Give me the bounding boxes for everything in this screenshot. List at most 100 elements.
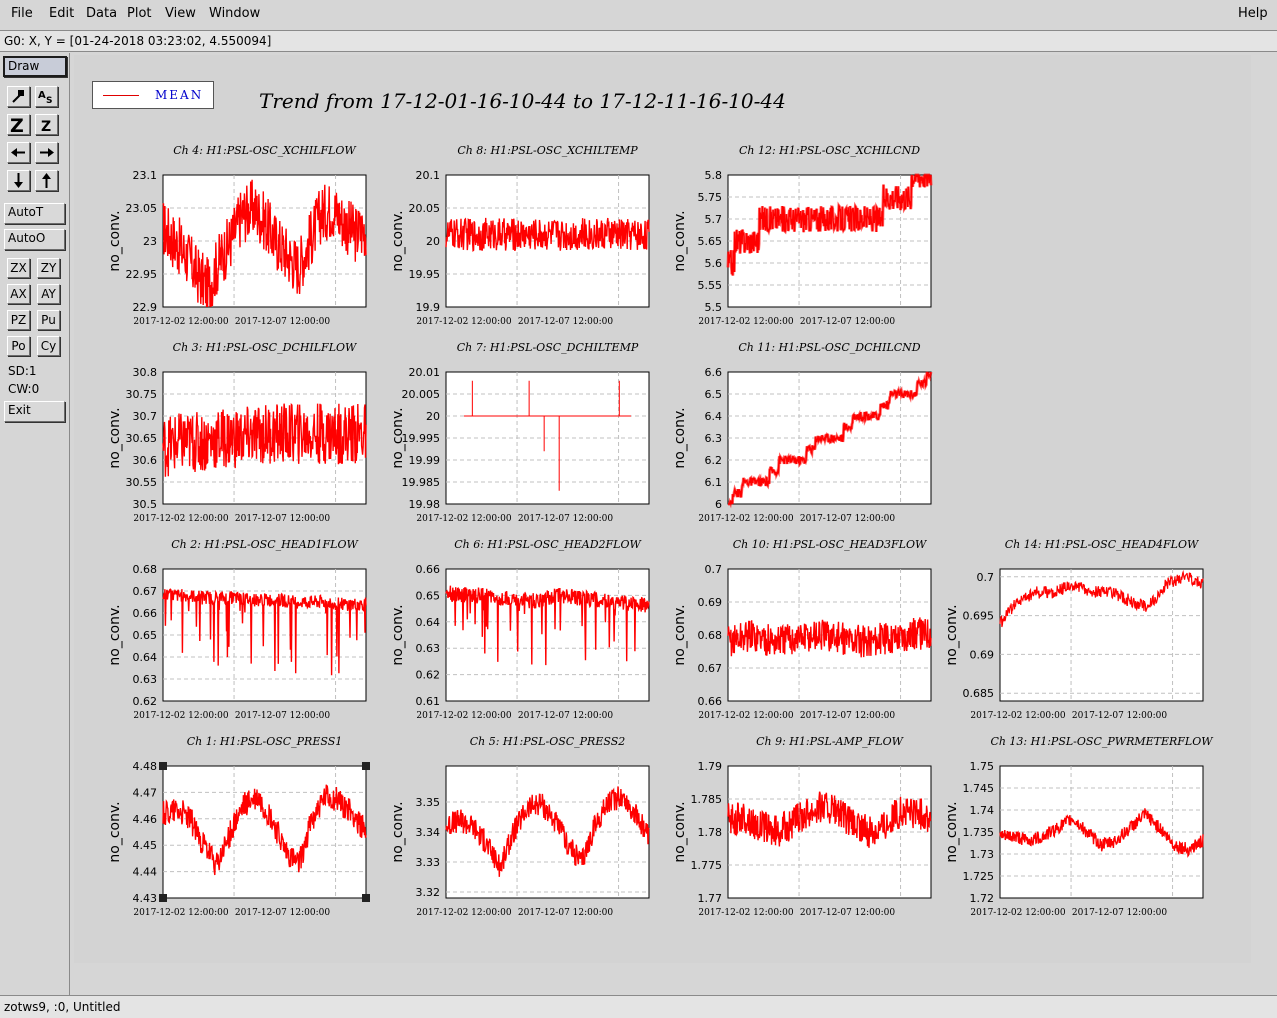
y-tick-label: 1.78 <box>698 826 723 839</box>
y-tick-label: 20.005 <box>402 388 441 401</box>
exit-button[interactable]: Exit <box>4 401 65 422</box>
autoo-button[interactable]: AutoO <box>4 229 65 250</box>
cy-button[interactable]: Cy <box>37 336 60 356</box>
arrow-up-icon[interactable] <box>35 170 58 191</box>
zoom-out-icon[interactable]: Z <box>35 114 58 135</box>
x-tick-label: 2017-12-02 12:00:00 <box>133 514 228 524</box>
legend-line-swatch <box>103 95 139 96</box>
y-axis-label: no_conv. <box>944 801 960 862</box>
y-tick-label: 0.695 <box>963 610 995 623</box>
y-tick-label: 5.75 <box>698 191 723 204</box>
y-tick-label: 1.745 <box>963 782 995 795</box>
x-tick-label: 2017-12-07 12:00:00 <box>518 711 613 721</box>
y-axis-label: no_conv. <box>672 801 688 862</box>
y-axis-label: no_conv. <box>672 210 688 271</box>
x-tick-label: 2017-12-07 12:00:00 <box>235 514 330 524</box>
series-band <box>726 173 933 276</box>
y-tick-label: 19.985 <box>402 476 441 489</box>
y-tick-label: 6.1 <box>705 476 723 489</box>
x-tick-label: 2017-12-02 12:00:00 <box>698 711 793 721</box>
chart-panel: Ch 11: H1:PSL-OSC_DCHILCND 6.6 6.5 6.4 6.3 6.… <box>672 341 933 524</box>
x-tick-label: 2017-12-02 12:00:00 <box>970 908 1065 918</box>
y-tick-label: 0.7 <box>977 571 995 584</box>
menu-data[interactable]: Data <box>86 6 118 21</box>
x-tick-label: 2017-12-07 12:00:00 <box>518 908 613 918</box>
y-axis-label: no_conv. <box>107 604 123 665</box>
y-tick-label: 22.95 <box>126 268 158 281</box>
menu-file[interactable]: File <box>11 6 33 21</box>
menu-plot[interactable]: Plot <box>127 6 152 21</box>
chart-title: Ch 6: H1:PSL-OSC_HEAD2FLOW <box>454 538 642 551</box>
y-tick-label: 1.735 <box>963 826 995 839</box>
arrow-left-icon[interactable] <box>7 142 30 163</box>
y-axis-label: no_conv. <box>390 210 406 271</box>
ay-button[interactable]: AY <box>37 284 60 304</box>
y-tick-label: 0.64 <box>416 616 441 629</box>
y-tick-label: 0.63 <box>133 673 158 686</box>
y-tick-label: 19.9 <box>416 301 441 314</box>
chart-title: Ch 8: H1:PSL-OSC_XCHILTEMP <box>457 144 638 157</box>
y-tick-label: 4.46 <box>133 813 158 826</box>
y-tick-label: 5.55 <box>698 279 723 292</box>
x-tick-label: 2017-12-07 12:00:00 <box>1072 711 1167 721</box>
x-tick-label: 2017-12-07 12:00:00 <box>518 514 613 524</box>
x-tick-label: 2017-12-07 12:00:00 <box>518 317 613 327</box>
x-tick-label: 2017-12-07 12:00:00 <box>800 317 895 327</box>
x-tick-label: 2017-12-07 12:00:00 <box>800 711 895 721</box>
y-tick-label: 0.62 <box>416 669 441 682</box>
x-tick-label: 2017-12-07 12:00:00 <box>800 514 895 524</box>
y-axis-label: no_conv. <box>107 210 123 271</box>
y-tick-label: 1.775 <box>691 859 723 872</box>
menu-view[interactable]: View <box>165 6 196 21</box>
series-band <box>728 371 933 509</box>
chart-panel: Ch 8: H1:PSL-OSC_XCHILTEMP 20.1 20.05 20 19.… <box>390 144 650 327</box>
x-tick-label: 2017-12-02 12:00:00 <box>970 711 1065 721</box>
zoom-in-icon[interactable]: Z <box>7 114 30 137</box>
selection-handle <box>362 762 370 770</box>
pu-button[interactable]: Pu <box>37 310 60 330</box>
y-tick-label: 6.2 <box>705 454 723 467</box>
y-tick-label: 1.77 <box>698 892 723 905</box>
y-tick-label: 0.69 <box>970 648 995 661</box>
menu-help[interactable]: Help <box>1238 6 1268 21</box>
y-tick-label: 30.7 <box>133 410 158 423</box>
y-tick-label: 1.73 <box>970 848 995 861</box>
pz-button[interactable]: PZ <box>7 310 30 330</box>
zx-button[interactable]: ZX <box>7 258 30 278</box>
zy-button[interactable]: ZY <box>37 258 60 278</box>
arrow-down-icon[interactable] <box>7 170 30 191</box>
autot-button[interactable]: AutoT <box>4 203 65 224</box>
y-tick-label: 19.98 <box>409 498 441 511</box>
y-tick-label: 4.47 <box>133 786 158 799</box>
plot-canvas[interactable]: MEAN Trend from 17-12-01-16-10-44 to 17-… <box>74 55 1251 963</box>
selection-handle <box>159 762 167 770</box>
zoom-icon[interactable] <box>7 86 30 107</box>
chart-panel: Ch 2: H1:PSL-OSC_HEAD1FLOW 0.68 0.67 0.66 0.… <box>107 538 367 721</box>
series-line <box>999 569 1204 628</box>
menu-window[interactable]: Window <box>209 6 261 21</box>
legend: MEAN <box>92 81 214 109</box>
y-tick-label: 0.64 <box>133 651 158 664</box>
y-tick-label: 1.75 <box>970 760 995 773</box>
x-tick-label: 2017-12-07 12:00:00 <box>235 317 330 327</box>
chart-panel: Ch 1: H1:PSL-OSC_PRESS1 4.48 4.47 4.46 4.45 4… <box>107 735 370 918</box>
x-tick-label: 2017-12-02 12:00:00 <box>133 711 228 721</box>
chart-title: Ch 7: H1:PSL-OSC_DCHILTEMP <box>457 341 639 354</box>
chart-title: Ch 9: H1:PSL-AMP_FLOW <box>756 735 905 748</box>
y-tick-label: 1.725 <box>963 870 995 883</box>
draw-button[interactable]: Draw <box>3 56 67 77</box>
svg-text:Z: Z <box>41 119 51 134</box>
sd-label: SD:1 <box>8 364 37 378</box>
series-line <box>445 585 650 666</box>
series-line <box>162 784 367 876</box>
y-tick-label: 0.63 <box>416 642 441 655</box>
selection-handle <box>362 894 370 902</box>
po-button[interactable]: Po <box>7 336 30 356</box>
y-tick-label: 30.8 <box>133 366 158 379</box>
arrow-right-icon[interactable] <box>35 142 58 163</box>
menu-edit[interactable]: Edit <box>49 6 75 21</box>
y-axis-label: no_conv. <box>390 801 406 862</box>
ax-button[interactable]: AX <box>7 284 30 304</box>
